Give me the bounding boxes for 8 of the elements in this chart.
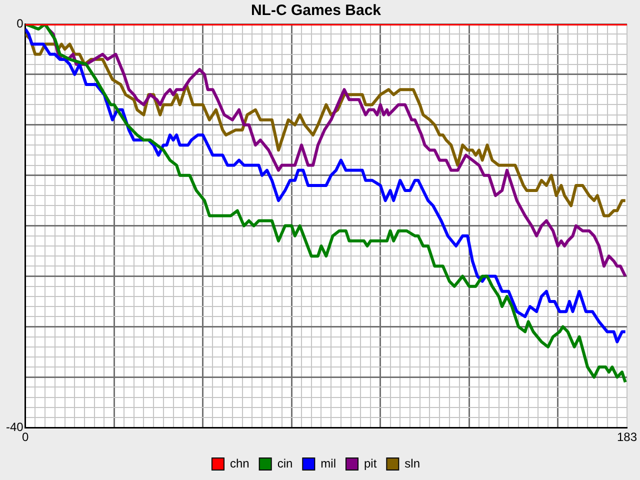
legend-label: chn [230,456,250,470]
y-tick-label: -40 [6,420,24,434]
legend-label: mil [320,456,336,470]
x-tick-label: 183 [616,430,638,444]
legend-label: pit [364,456,378,470]
legend-label: sln [404,456,420,470]
chart-title: NL-C Games Back [250,2,382,20]
legend-label: cin [277,456,293,470]
